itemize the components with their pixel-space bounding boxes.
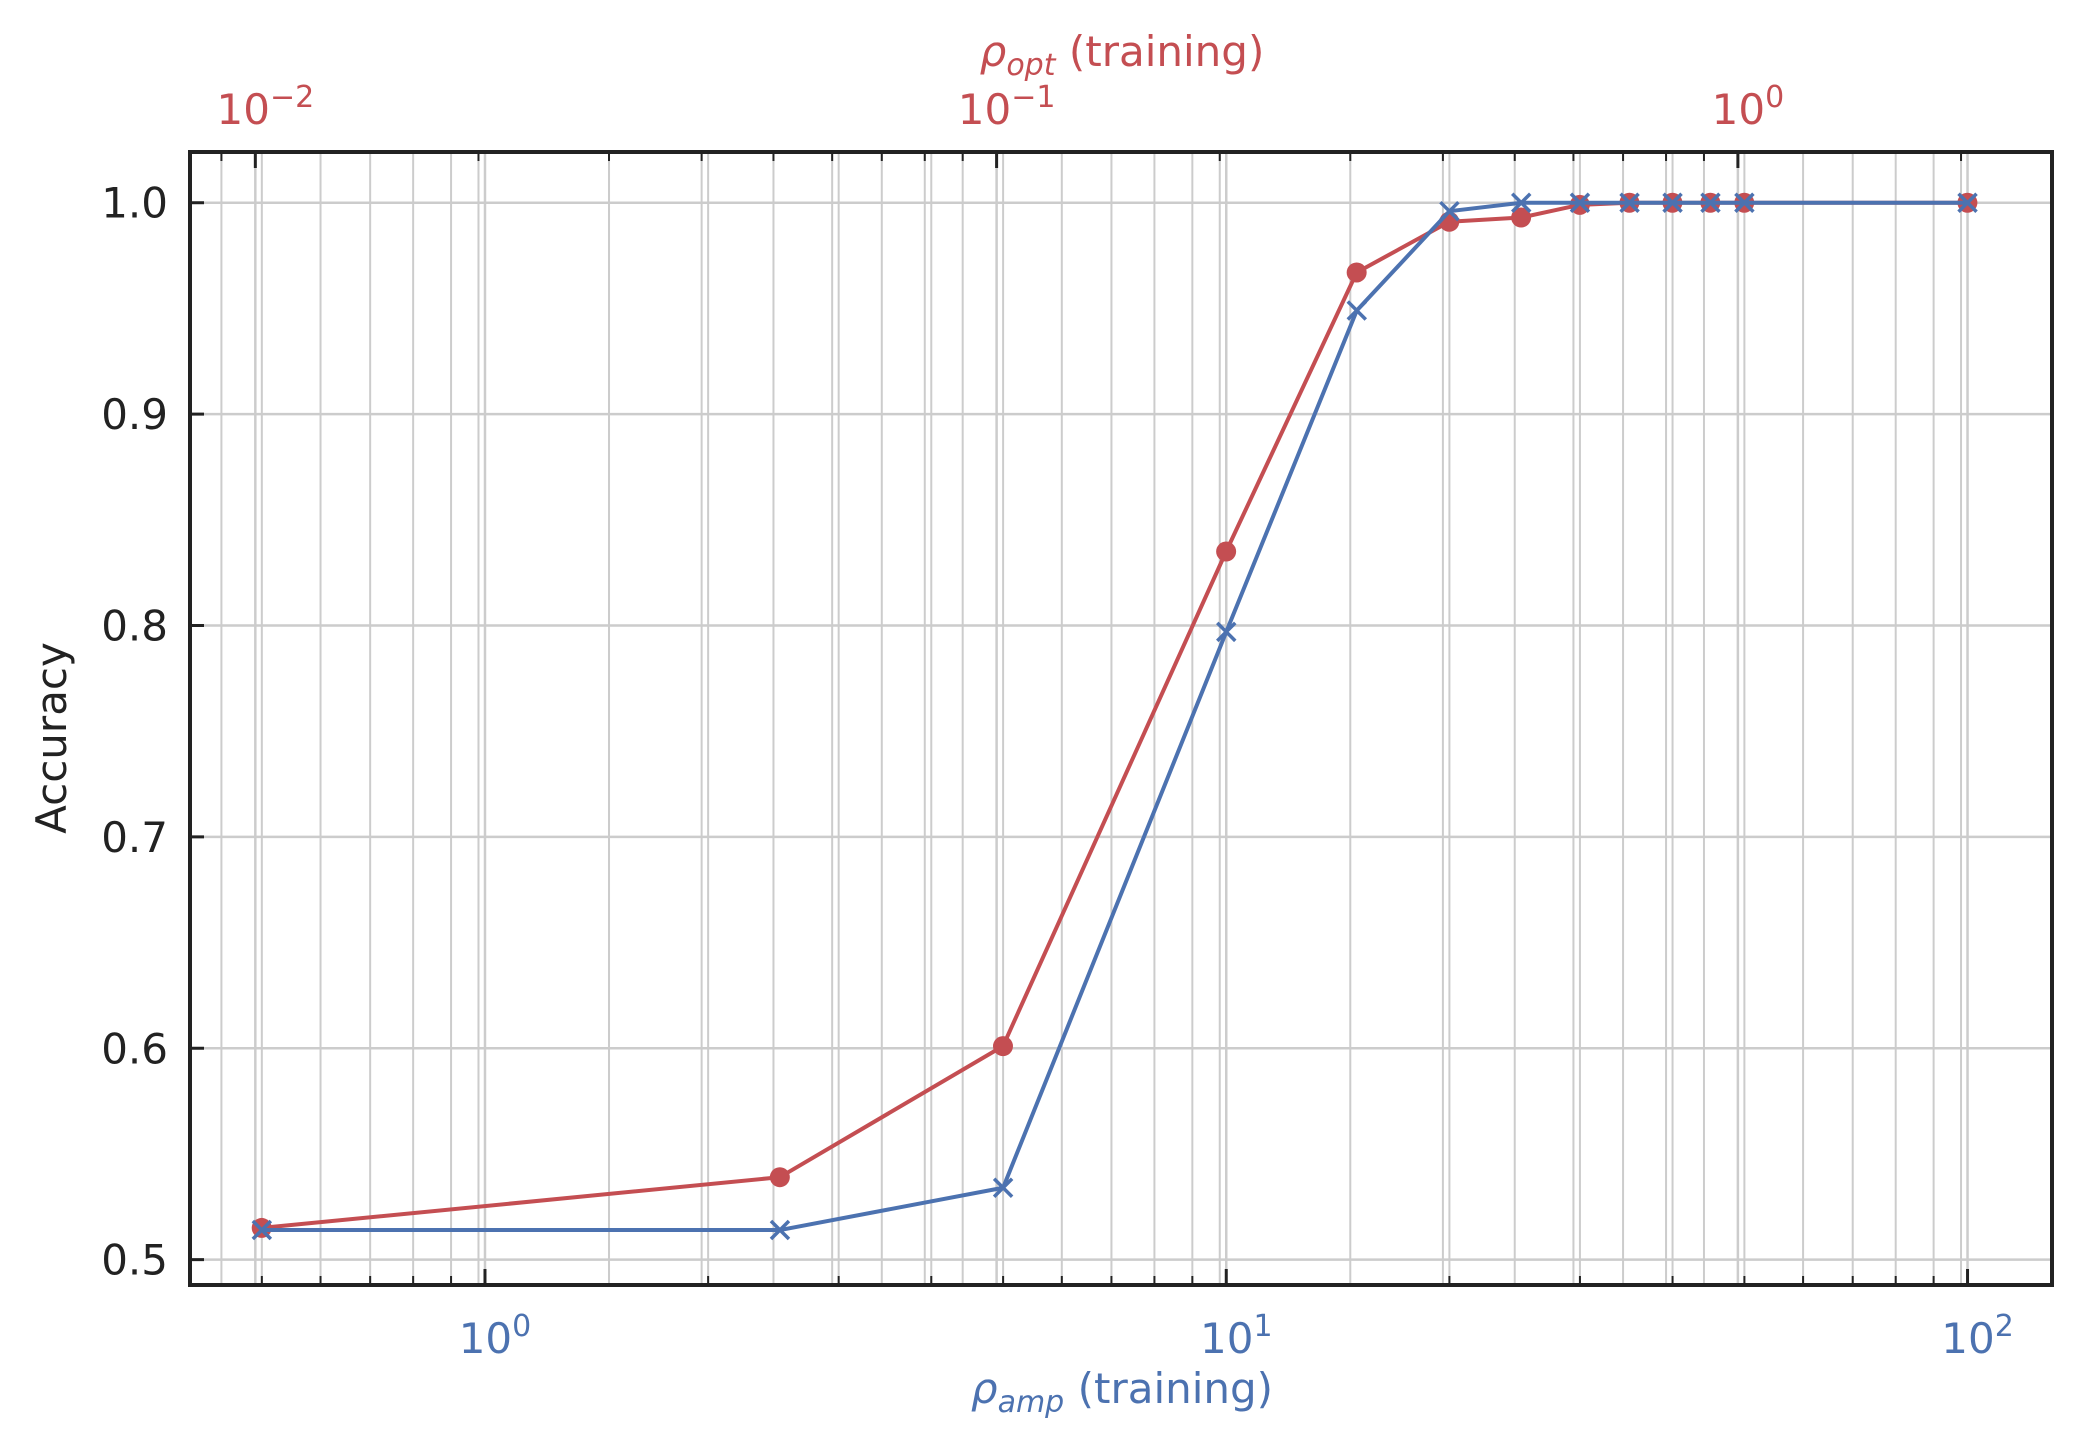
x-top-tick-label-exponent: 0 — [1765, 80, 1784, 115]
y-axis-label: Accuracy — [27, 642, 76, 834]
x-top-tick-label: 100 — [1712, 80, 1785, 134]
series-point-1 — [1957, 192, 1978, 213]
series-point-0 — [992, 1036, 1013, 1057]
series-point-1 — [1439, 200, 1460, 222]
series-point-0 — [1346, 262, 1367, 283]
y-tick-label: 0.7 — [101, 813, 168, 862]
series-point-1 — [1511, 192, 1532, 213]
x-bottom-tick-label: 102 — [1941, 1309, 2014, 1363]
y-tick-label: 0.9 — [101, 390, 168, 439]
series-layer — [251, 192, 1978, 1241]
x-bottom-tick-label: 100 — [459, 1309, 532, 1363]
series-point-1 — [1619, 192, 1640, 213]
x-axis-label-top: ρopt (training) — [980, 27, 1265, 83]
y-tick-label: 0.6 — [101, 1024, 168, 1073]
series-point-1 — [1662, 192, 1683, 213]
series-point-0 — [1216, 541, 1237, 562]
x-top-tick-label-base: 10 — [1712, 85, 1765, 134]
x-axis-label-bottom: ρamp (training) — [971, 1364, 1273, 1420]
x-top-tick-label-exponent: −2 — [270, 80, 314, 115]
x-top-tick-label: 10−2 — [216, 80, 314, 134]
x-top-tick-label-base: 10 — [216, 85, 269, 134]
x-top-tick-label-base: 10 — [958, 85, 1011, 134]
series-point-0 — [769, 1167, 790, 1188]
x-bottom-label-symbol: ρ — [971, 1364, 998, 1413]
series-point-1 — [1734, 192, 1755, 213]
x-bottom-tick-label-base: 10 — [459, 1314, 512, 1363]
x-bottom-label-sub: amp — [998, 1385, 1065, 1420]
x-bottom-label-rest: (training) — [1064, 1364, 1273, 1413]
series-point-1 — [1700, 192, 1721, 213]
x-bottom-tick-label-exponent: 0 — [512, 1309, 531, 1344]
series-point-1 — [251, 1219, 273, 1241]
y-tick-label: 1.0 — [101, 179, 168, 228]
series-point-0 — [1511, 207, 1532, 228]
y-tick-label: 0.5 — [101, 1236, 168, 1285]
series-point-1 — [1216, 621, 1237, 643]
series-point-1 — [769, 1219, 791, 1241]
x-bottom-tick-label-base: 10 — [1200, 1314, 1253, 1363]
x-bottom-tick-label-exponent: 1 — [1253, 1309, 1272, 1344]
x-top-label-rest: (training) — [1056, 27, 1265, 76]
grid — [189, 152, 2052, 1285]
series-point-1 — [1346, 300, 1368, 321]
x-bottom-tick-label: 101 — [1200, 1309, 1273, 1363]
x-top-tick-label: 10−1 — [958, 80, 1056, 134]
x-top-label-symbol: ρ — [980, 27, 1007, 76]
series-point-1 — [1569, 192, 1591, 213]
plot-frame — [188, 150, 2054, 1287]
x-bottom-tick-label-exponent: 2 — [1995, 1309, 2014, 1344]
x-top-label-sub: opt — [1006, 48, 1056, 83]
x-top-tick-label-exponent: −1 — [1011, 80, 1055, 115]
y-tick-label: 0.8 — [101, 601, 168, 650]
x-bottom-tick-label-base: 10 — [1941, 1314, 1994, 1363]
series-point-1 — [992, 1177, 1014, 1198]
series-line-0 — [261, 200, 1968, 1230]
series-line-1 — [261, 200, 1968, 1233]
